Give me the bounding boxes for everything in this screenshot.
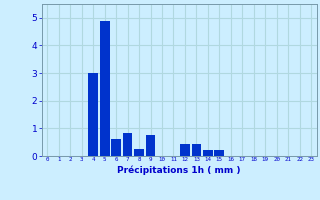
Bar [214, 150, 224, 156]
Bar [192, 144, 201, 156]
Bar [123, 133, 132, 156]
Bar [180, 144, 190, 156]
Bar [146, 135, 156, 156]
Bar [100, 21, 109, 156]
Bar [134, 149, 144, 156]
Bar [88, 73, 98, 156]
Bar [111, 139, 121, 156]
X-axis label: Précipitations 1h ( mm ): Précipitations 1h ( mm ) [117, 165, 241, 175]
Bar [203, 150, 213, 156]
